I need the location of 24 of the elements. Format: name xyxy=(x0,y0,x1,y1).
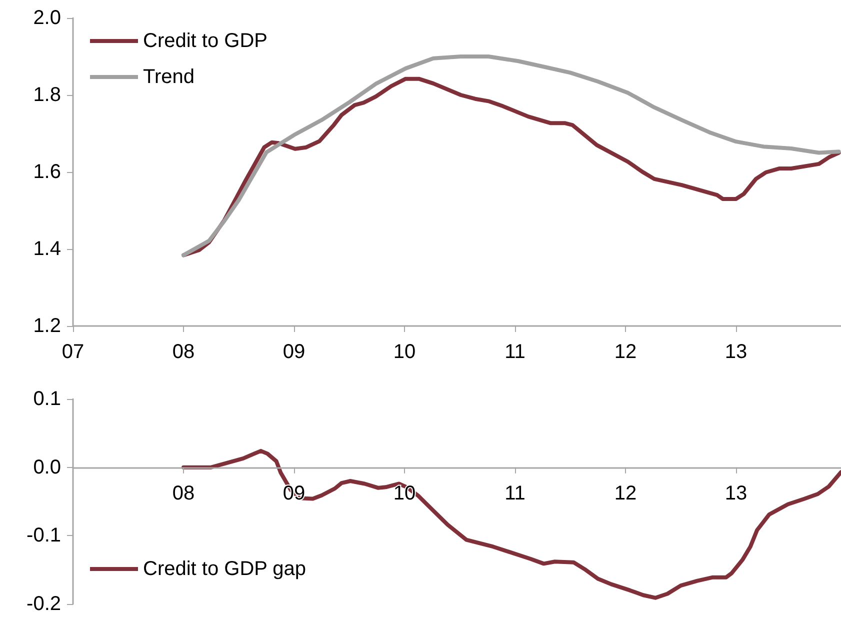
legend-label: Trend xyxy=(143,66,195,88)
x-tick-label: 13 xyxy=(724,482,748,504)
y-tick-label: -0.2 xyxy=(26,593,61,615)
x-tick-label: 09 xyxy=(282,341,306,363)
y-tick-label: 2.0 xyxy=(33,7,61,29)
x-tick-label: 12 xyxy=(614,482,637,504)
x-tick-label: 08 xyxy=(172,341,195,363)
x-tick-label: 10 xyxy=(393,482,416,504)
x-tick-label: 10 xyxy=(393,341,416,363)
y-tick-label: 1.2 xyxy=(33,315,61,337)
y-tick-label: 1.6 xyxy=(33,161,61,183)
y-tick-label: 0.1 xyxy=(33,388,61,410)
y-tick-label: 1.8 xyxy=(33,84,61,106)
x-tick-label: 08 xyxy=(172,482,195,504)
y-tick-label: -0.1 xyxy=(26,524,61,547)
x-tick-label: 07 xyxy=(62,341,84,363)
y-tick-label: 1.4 xyxy=(33,238,61,260)
x-tick-label: 11 xyxy=(504,482,526,504)
x-tick-label: 11 xyxy=(504,341,526,363)
y-tick-label: 0.0 xyxy=(33,456,61,478)
x-tick-label: 12 xyxy=(614,341,637,363)
x-tick-label: 13 xyxy=(724,341,748,363)
legend-label: Credit to GDP gap xyxy=(143,558,306,580)
legend-label: Credit to GDP xyxy=(143,30,268,52)
